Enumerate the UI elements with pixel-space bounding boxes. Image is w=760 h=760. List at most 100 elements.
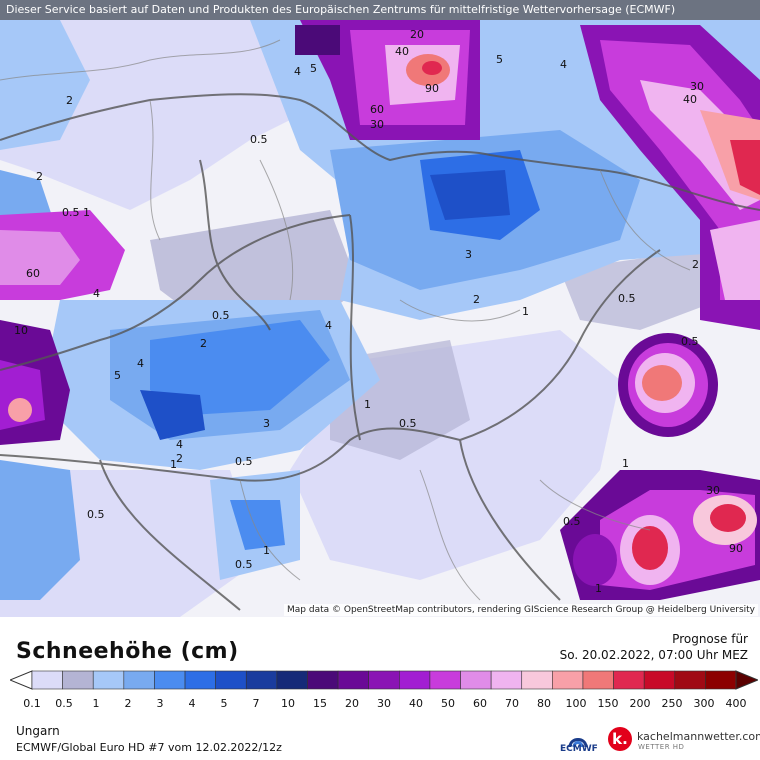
contour-label: 5: [114, 369, 121, 382]
scale-swatch: [429, 670, 461, 690]
scale-ticks: 0.1 0.5 1 2 3 4 5 7 10 15 20 30 40 50 60 70 80 100 150 200 2…: [0, 697, 760, 711]
scale-tick-label: 300: [693, 697, 715, 710]
contour-label: 1: [263, 544, 270, 557]
scale-tick-label: 2: [124, 697, 132, 710]
forecast-label: Prognose für: [672, 632, 748, 646]
scale-tick-label: 3: [156, 697, 164, 710]
contour-label: 0.5: [399, 417, 417, 430]
snow-depth-map[interactable]: 2 2 0.5 4 5 40 20 90 60 30 5 4 30 40 0.5…: [0, 0, 760, 617]
scale-swatch: [154, 670, 186, 690]
ecmwf-label: ECMWF: [560, 744, 598, 754]
scale-tick-label: 40: [409, 697, 423, 710]
scale-swatch: [215, 670, 247, 690]
scale-swatch: [368, 670, 400, 690]
scale-swatch: [307, 670, 339, 690]
brand-name[interactable]: kachelmannwetter.com: [637, 730, 760, 743]
ecmwf-logo-icon: [568, 738, 588, 748]
contour-label: 0.5: [681, 335, 699, 348]
scale-swatch: [643, 670, 676, 690]
kachelmann-logo-icon[interactable]: k.: [608, 727, 632, 751]
scale-swatch: [31, 670, 63, 690]
contour-label: 2: [176, 452, 183, 465]
contour-label: 1: [622, 457, 629, 470]
scale-swatch: [184, 670, 216, 690]
scale-tick-label: 4: [188, 697, 196, 710]
ecmwf-attribution: Dieser Service basiert auf Daten und Pro…: [0, 0, 760, 20]
contour-label: 0.5: [250, 133, 268, 146]
contour-label: 0.5: [618, 292, 636, 305]
scale-tick-label: 5: [220, 697, 228, 710]
scale-tick-label: 7: [252, 697, 260, 710]
contour-label: 1: [83, 206, 90, 219]
contour-label: 4: [176, 438, 183, 451]
scale-tick-label: 200: [629, 697, 651, 710]
contour-label: 4: [93, 287, 100, 300]
contour-label: 60: [26, 267, 40, 280]
scale-tick-label: 150: [597, 697, 619, 710]
scale-tick-label: 10: [281, 697, 295, 710]
contour-label: 60: [370, 103, 384, 116]
contour-label: 1: [170, 458, 177, 471]
model-info: ECMWF/Global Euro HD #7 vom 12.02.2022/1…: [16, 741, 282, 754]
contour-label: 3: [263, 417, 270, 430]
contour-label: 20: [410, 28, 424, 41]
scale-swatch: [552, 670, 584, 690]
map-credit[interactable]: Map data © OpenStreetMap contributors, r…: [284, 604, 758, 616]
contour-label: 4: [294, 65, 301, 78]
scale-arrow-left: [10, 670, 33, 690]
scale-tick-label: 20: [345, 697, 359, 710]
scale-tick-label: 80: [537, 697, 551, 710]
contour-label: 1: [595, 582, 602, 595]
scale-arrow-right: [735, 670, 758, 690]
region-name: Ungarn: [16, 724, 60, 738]
forecast-time: So. 20.02.2022, 07:00 Uhr MEZ: [559, 648, 748, 662]
contour-label: 2: [692, 258, 699, 271]
color-scale: [10, 670, 758, 690]
scale-swatch: [674, 670, 706, 690]
map-layer: 2 2 0.5 4 5 40 20 90 60 30 5 4 30 40 0.5…: [0, 20, 760, 617]
contour-label: 2: [200, 337, 207, 350]
scale-swatch: [490, 670, 523, 690]
contour-label: 0.5: [235, 558, 253, 571]
contour-label: 4: [325, 319, 332, 332]
scale-swatch: [337, 670, 369, 690]
contour-label: 40: [683, 93, 697, 106]
brand-subtitle: WETTER HD: [638, 743, 685, 751]
scale-swatch: [582, 670, 614, 690]
contour-label: 2: [66, 94, 73, 107]
contour-labels: 2 2 0.5 4 5 40 20 90 60 30 5 4 30 40 0.5…: [14, 28, 743, 595]
contour-label: 0.5: [62, 206, 80, 219]
scale-tick-label: 50: [441, 697, 455, 710]
contour-label: 4: [560, 58, 567, 71]
scale-swatch: [399, 670, 431, 690]
contour-label: 0.5: [563, 515, 581, 528]
contour-label: 30: [370, 118, 384, 131]
contour-label: 40: [395, 45, 409, 58]
scale-swatch: [460, 670, 492, 690]
scale-swatch: [276, 670, 308, 690]
scale-swatch: [613, 670, 645, 690]
contour-label: 10: [14, 324, 28, 337]
scale-tick-label: 15: [313, 697, 327, 710]
contour-label: 5: [496, 53, 503, 66]
scale-tick-label: 400: [725, 697, 747, 710]
contour-label: 0.5: [87, 508, 105, 521]
scale-swatch: [62, 670, 94, 690]
contour-label: 90: [729, 542, 743, 555]
contour-label: 90: [425, 82, 439, 95]
scale-tick-label: 70: [505, 697, 519, 710]
contour-label: 5: [310, 62, 317, 75]
contour-label: 1: [364, 398, 371, 411]
contour-label: 30: [706, 484, 720, 497]
scale-tick-label: 100: [565, 697, 587, 710]
contour-label: 4: [137, 357, 144, 370]
contour-label: 3: [465, 248, 472, 261]
legend-title: Schneehöhe (cm): [16, 639, 239, 664]
contour-label: 1: [522, 305, 529, 318]
scale-tick-label: 30: [377, 697, 391, 710]
scale-swatch: [705, 670, 737, 690]
scale-tick-label: 60: [473, 697, 487, 710]
contour-label: 0.5: [212, 309, 230, 322]
scale-swatch: [245, 670, 278, 690]
contour-label: 0.5: [235, 455, 253, 468]
